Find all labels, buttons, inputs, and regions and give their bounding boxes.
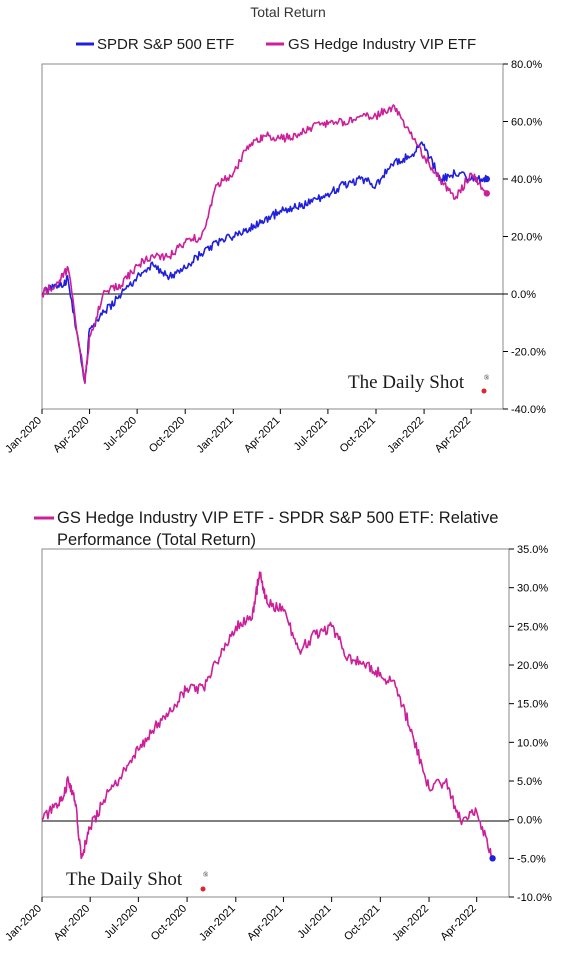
- chart-title: Total Return: [250, 4, 325, 20]
- total-return-chart: Total Return SPDR S&P 500 ETF GS Hedge I…: [0, 0, 564, 480]
- x-axis-ticks: Jan-2020 Apr-2020 Jul-2020 Oct-2020 Jan-2021…: [3, 897, 479, 944]
- x-tick-label: Jan-2022: [385, 415, 426, 456]
- x-tick-label: Jul-2021: [295, 903, 333, 941]
- y-tick-label: 40.0%: [511, 174, 542, 186]
- brand-watermark: The Daily Shot ®: [348, 372, 490, 394]
- y-tick-label: -20.0%: [511, 347, 546, 359]
- series-end-marker: [483, 175, 490, 183]
- y-tick-label: 15.0%: [517, 699, 548, 711]
- series-lines: [41, 571, 496, 862]
- x-tick-label: Oct-2021: [338, 415, 378, 455]
- x-tick-label: Apr-2020: [52, 903, 92, 943]
- brand-text: The Daily Shot: [66, 869, 183, 890]
- legend-label-gs: GS Hedge Industry VIP ETF: [288, 36, 476, 53]
- x-tick-label: Jan-2020: [3, 415, 44, 456]
- brand-registered-mark: ®: [203, 871, 209, 879]
- y-tick-label: 20.0%: [511, 232, 542, 244]
- x-tick-label: Jul-2021: [292, 415, 330, 453]
- x-tick-label: Apr-2022: [433, 415, 473, 455]
- y-tick-label: -40.0%: [511, 404, 546, 416]
- relative-performance-chart-svg: GS Hedge Industry VIP ETF - SPDR S&P 500…: [3, 509, 552, 944]
- legend-label-line-2: Performance (Total Return): [57, 531, 256, 549]
- x-tick-label: Oct-2020: [149, 903, 189, 943]
- brand-text: The Daily Shot: [348, 372, 465, 393]
- y-tick-label: -10.0%: [517, 892, 552, 904]
- brand-watermark: The Daily Shot ®: [66, 869, 209, 892]
- x-tick-label: Jan-2021: [194, 415, 235, 456]
- y-tick-label: 0.0%: [517, 815, 542, 827]
- y-tick-label: 30.0%: [517, 583, 548, 595]
- series-end-marker: [489, 855, 496, 862]
- series-line: [41, 104, 488, 384]
- x-tick-label: Apr-2022: [438, 903, 478, 943]
- y-tick-label: -5.0%: [517, 853, 546, 865]
- y-tick-label: 5.0%: [517, 776, 542, 788]
- y-tick-label: 10.0%: [517, 737, 548, 749]
- plot-area: [41, 63, 504, 410]
- series-line: [41, 571, 494, 861]
- x-axis-ticks: Jan-2020 Apr-2020 Jul-2020 Oct-2020 Jan-2021…: [3, 409, 473, 456]
- y-tick-label: 20.0%: [517, 660, 548, 672]
- y-tick-label: 60.0%: [511, 117, 542, 129]
- y-tick-label: 25.0%: [517, 621, 548, 633]
- series-line: [41, 141, 488, 384]
- brand-dot: [200, 886, 206, 892]
- legend-label-spdr: SPDR S&P 500 ETF: [97, 36, 234, 53]
- plot-area: [41, 548, 510, 898]
- series-end-marker: [483, 190, 490, 197]
- brand-registered-mark: ®: [484, 374, 490, 382]
- x-tick-label: Oct-2020: [147, 415, 187, 455]
- legend-label-line-1: GS Hedge Industry VIP ETF - SPDR S&P 500…: [57, 509, 498, 527]
- legend-label-relative: GS Hedge Industry VIP ETF - SPDR S&P 500…: [57, 509, 503, 549]
- y-axis-ticks: 35.0% 30.0% 25.0% 20.0% 15.0% 10.0% 5.0% 0.0% -5…: [509, 544, 552, 904]
- x-tick-label: Apr-2021: [245, 903, 285, 943]
- x-tick-label: Apr-2021: [242, 415, 282, 455]
- legend: SPDR S&P 500 ETF GS Hedge Industry VIP E…: [76, 36, 476, 53]
- x-tick-label: Jan-2020: [3, 903, 44, 944]
- y-tick-label: 35.0%: [517, 544, 548, 556]
- brand-dot: [481, 388, 487, 394]
- relative-performance-chart: GS Hedge Industry VIP ETF - SPDR S&P 500…: [0, 496, 564, 973]
- y-tick-label: 80.0%: [511, 59, 542, 71]
- x-tick-label: Apr-2020: [51, 415, 91, 455]
- x-tick-label: Oct-2021: [342, 903, 382, 943]
- y-axis-ticks: 80.0% 60.0% 40.0% 20.0% 0.0% -20.0% -40.0%: [503, 59, 546, 416]
- total-return-chart-svg: Total Return SPDR S&P 500 ETF GS Hedge I…: [3, 4, 546, 456]
- x-tick-label: Jul-2020: [102, 903, 140, 941]
- y-tick-label: 0.0%: [511, 289, 536, 301]
- legend: GS Hedge Industry VIP ETF - SPDR S&P 500…: [34, 509, 503, 549]
- x-tick-label: Jul-2020: [101, 415, 139, 453]
- series-lines: [41, 104, 490, 384]
- x-tick-label: Jan-2022: [390, 903, 431, 944]
- x-tick-label: Jan-2021: [197, 903, 238, 944]
